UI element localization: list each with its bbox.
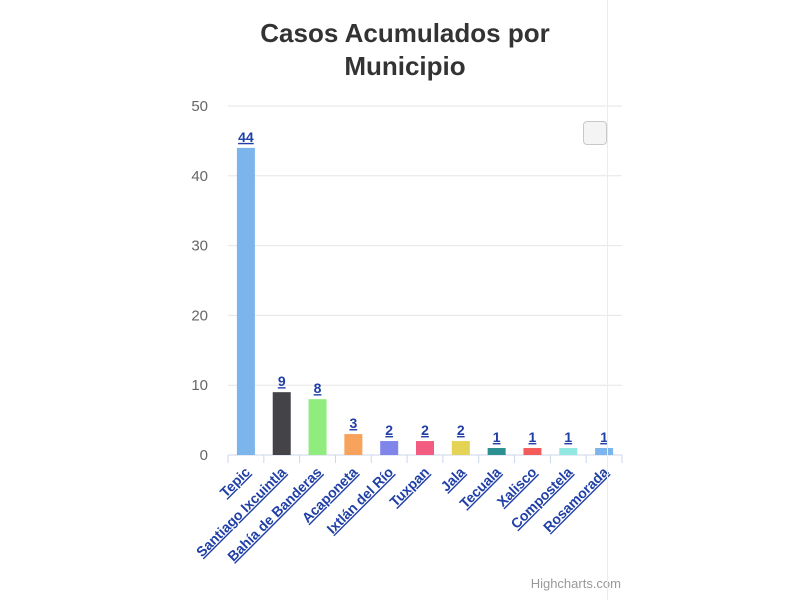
data-label: 1 bbox=[600, 429, 608, 445]
chart-title-line-2: Municipio bbox=[344, 51, 465, 81]
bar[interactable] bbox=[451, 441, 470, 455]
data-label: 2 bbox=[421, 422, 429, 438]
y-tick-label: 10 bbox=[191, 377, 208, 394]
bars bbox=[236, 147, 614, 455]
data-label: 2 bbox=[385, 422, 393, 438]
credits-link[interactable]: Highcharts.com bbox=[531, 576, 621, 591]
data-label: 1 bbox=[529, 429, 537, 445]
data-label: 8 bbox=[314, 380, 322, 396]
bar[interactable] bbox=[344, 434, 363, 455]
x-tick-label[interactable]: Tuxpan bbox=[386, 464, 432, 510]
data-label: 1 bbox=[564, 429, 572, 445]
data-label: 9 bbox=[278, 373, 286, 389]
x-tick-label[interactable]: Jala bbox=[437, 464, 468, 495]
chart-menu-button[interactable] bbox=[583, 121, 607, 145]
data-label: 1 bbox=[493, 429, 501, 445]
y-tick-label: 0 bbox=[200, 447, 208, 464]
y-axis-ticks: 0 10 20 30 40 50 bbox=[191, 98, 208, 464]
y-tick-label: 40 bbox=[191, 168, 208, 185]
bar[interactable] bbox=[595, 448, 614, 455]
y-tick-label: 20 bbox=[191, 307, 208, 324]
bar[interactable] bbox=[380, 441, 399, 455]
page-divider bbox=[607, 0, 608, 600]
bar[interactable] bbox=[236, 147, 255, 455]
chart-title-line-1: Casos Acumulados por bbox=[260, 18, 549, 48]
bar[interactable] bbox=[523, 448, 542, 455]
bar[interactable] bbox=[308, 399, 327, 455]
bar[interactable] bbox=[416, 441, 434, 455]
y-tick-label: 30 bbox=[191, 238, 208, 255]
grid-lines bbox=[228, 105, 622, 456]
bar[interactable] bbox=[272, 392, 291, 455]
data-label: 3 bbox=[349, 415, 357, 431]
y-tick-label: 50 bbox=[191, 98, 208, 115]
data-label: 2 bbox=[457, 422, 465, 438]
data-label: 44 bbox=[238, 129, 254, 145]
bar[interactable] bbox=[559, 448, 578, 455]
bar[interactable] bbox=[487, 448, 506, 455]
data-labels: 44 9 8 3 2 2 2 1 1 1 1 bbox=[238, 129, 608, 445]
